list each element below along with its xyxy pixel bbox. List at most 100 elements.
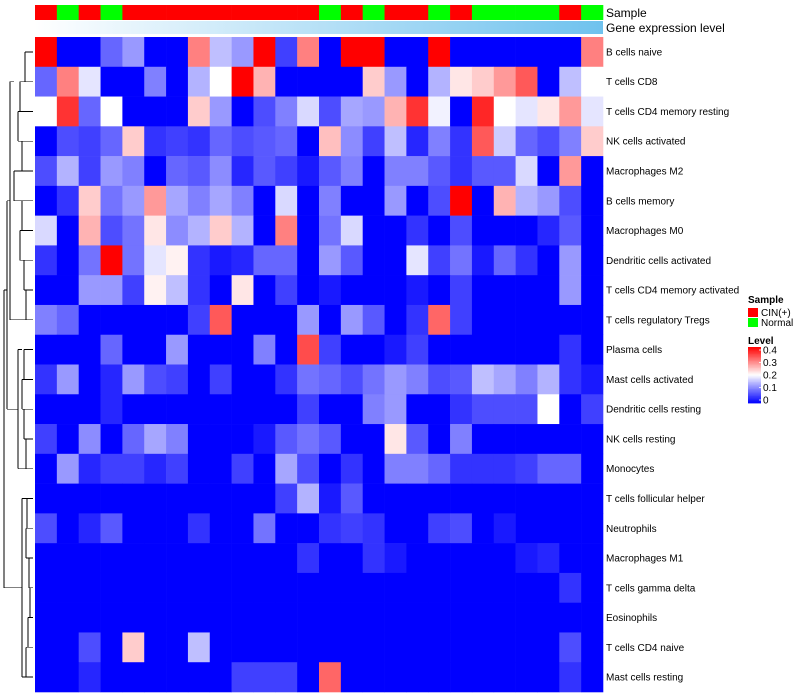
heatmap-cell <box>166 304 189 336</box>
heatmap-cell <box>78 394 101 425</box>
heatmap-cell <box>559 453 582 484</box>
heatmap-cell <box>253 453 276 484</box>
heatmap-cell <box>428 572 451 603</box>
heatmap-cell <box>406 96 429 127</box>
heatmap-cell <box>450 543 473 574</box>
heatmap-cell <box>253 572 276 603</box>
heatmap-cell <box>231 602 254 633</box>
heatmap-cell <box>581 364 604 395</box>
heatmap-cell <box>144 304 167 336</box>
heatmap-cell <box>581 543 604 574</box>
heatmap-cell <box>537 453 560 484</box>
heatmap-cell <box>231 215 254 246</box>
heatmap-cell <box>297 96 320 127</box>
heatmap-cell <box>581 424 604 455</box>
heatmap-cell <box>471 185 495 216</box>
sample-track-cell <box>78 5 101 20</box>
heatmap-cell <box>384 572 407 603</box>
heatmap-cell <box>253 126 276 157</box>
heatmap-cell <box>450 662 473 693</box>
heatmap-cell <box>384 483 407 514</box>
heatmap-cell <box>471 662 495 693</box>
heatmap-cell <box>406 304 429 336</box>
heatmap-cell <box>166 602 189 633</box>
heatmap-cell <box>450 156 473 187</box>
heatmap-cell <box>144 364 167 395</box>
heatmap-cell <box>406 572 429 603</box>
heatmap-cell <box>493 662 516 693</box>
heatmap-cell <box>35 185 58 216</box>
heatmap-cell <box>297 275 320 306</box>
heatmap-cell <box>493 66 516 97</box>
heatmap-cell <box>559 334 582 365</box>
heatmap-cell <box>231 334 254 365</box>
heatmap-cell <box>144 245 167 276</box>
heatmap-cell <box>362 662 385 693</box>
heatmap-cell <box>78 96 101 127</box>
heatmap-cell <box>166 662 189 693</box>
sample-track-cell <box>319 5 342 20</box>
heatmap-cell <box>493 215 516 246</box>
level-legend-color-step <box>748 356 761 359</box>
heatmap-cell <box>515 96 538 127</box>
sample-legend-label: Normal <box>761 318 793 329</box>
heatmap-cell <box>122 543 145 574</box>
heatmap-cell <box>406 156 429 187</box>
heatmap-cell <box>362 453 385 484</box>
heatmap-cell <box>493 245 516 276</box>
heatmap-cell <box>122 364 145 395</box>
heatmap-cell <box>187 96 211 127</box>
row-label: Monocytes <box>606 464 654 475</box>
heatmap-cell <box>56 424 79 455</box>
heatmap-cell <box>187 572 211 603</box>
heatmap-cell <box>100 304 123 336</box>
heatmap-cell <box>515 602 538 633</box>
level-legend-color-step <box>748 358 761 360</box>
heatmap-cell <box>78 275 101 306</box>
heatmap-cell <box>471 543 495 574</box>
heatmap-cell <box>559 37 582 68</box>
heatmap-cell <box>187 483 211 514</box>
heatmap-cell <box>35 304 58 336</box>
heatmap-cell <box>340 453 363 484</box>
heatmap-cell <box>428 513 451 544</box>
heatmap-cell <box>100 483 123 514</box>
sample-track-cell <box>187 5 211 20</box>
heatmap-cell <box>319 394 342 425</box>
heatmap-cell <box>406 632 429 663</box>
heatmap-cell <box>100 156 123 187</box>
sample-track-cell <box>209 5 232 20</box>
heatmap-cell <box>471 126 495 157</box>
heatmap-cell <box>56 304 79 336</box>
heatmap-cell <box>362 66 385 97</box>
heatmap-cell <box>253 543 276 574</box>
heatmap-cell <box>253 245 276 276</box>
heatmap-cells <box>35 37 604 693</box>
heatmap-cell <box>275 126 298 157</box>
sample-track-cell <box>406 5 429 20</box>
heatmap-cell <box>471 602 495 633</box>
level-legend-tick-label: 0.3 <box>763 358 777 369</box>
heatmap-cell <box>428 364 451 395</box>
heatmap-cell <box>340 602 363 633</box>
level-legend-color-step <box>748 390 761 393</box>
level-legend-color-step <box>748 372 761 374</box>
heatmap-cell <box>297 632 320 663</box>
heatmap-cell <box>122 662 145 693</box>
heatmap-cell <box>450 185 473 216</box>
heatmap-cell <box>428 662 451 693</box>
heatmap-cell <box>187 334 211 365</box>
sample-track-cell <box>581 5 604 20</box>
row-label: T cells CD8 <box>606 77 658 88</box>
sample-track-cell <box>515 5 538 20</box>
heatmap-cell <box>450 334 473 365</box>
sample-track-label: Sample <box>606 6 647 20</box>
heatmap-cell <box>166 632 189 663</box>
row-label: NK cells activated <box>606 137 685 148</box>
heatmap-cell <box>231 632 254 663</box>
heatmap-cell <box>78 453 101 484</box>
heatmap-cell <box>144 424 167 455</box>
heatmap-cell <box>253 364 276 395</box>
heatmap-cell <box>231 662 254 693</box>
